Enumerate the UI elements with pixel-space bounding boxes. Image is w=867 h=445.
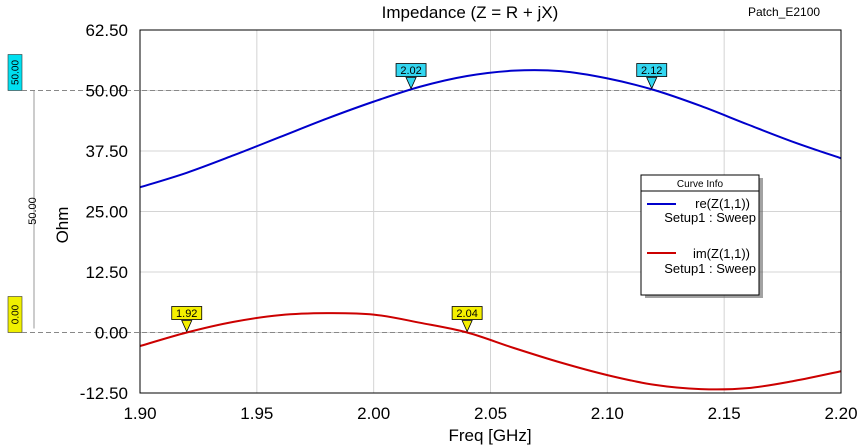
- marker-pointer: [646, 77, 658, 90]
- x-tick-label: 2.05: [474, 404, 507, 423]
- marker-2.12: 2.12: [636, 63, 668, 90]
- legend: Curve Info re(Z(1,1)) Setup1 : Sweep im(…: [640, 174, 763, 298]
- marker-pointer: [461, 320, 473, 333]
- x-tick-label: 2.20: [824, 404, 857, 423]
- legend-title: Curve Info: [677, 179, 724, 190]
- legend-entry-re: re(Z(1,1)): [695, 196, 750, 211]
- reference-line-labels: 50.00 0.00: [7, 54, 35, 333]
- y-axis-label: Ohm: [53, 207, 72, 244]
- chart-title: Impedance (Z = R + jX): [382, 3, 559, 22]
- x-tick-labels: 1.90 1.95 2.00 2.05 2.10 2.15 2.20: [123, 404, 857, 423]
- y-tick-label: 37.50: [85, 142, 128, 161]
- y-tick-label: 12.50: [85, 263, 128, 282]
- reference-label: 50.00: [11, 60, 22, 85]
- marker-1.92: 1.92: [171, 306, 203, 333]
- marker-label: 2.12: [641, 65, 662, 77]
- series-line-re: [139, 69, 842, 189]
- marker-2.04: 2.04: [451, 306, 483, 333]
- marker-2.02: 2.02: [395, 63, 427, 90]
- x-tick-label: 1.90: [123, 404, 156, 423]
- marker-label: 2.02: [400, 65, 421, 77]
- y-tick-label: -12.50: [80, 384, 128, 403]
- y-tick-label: 50.00: [85, 82, 128, 101]
- y-tick-label: 62.50: [85, 21, 128, 40]
- legend-entry-re-sub: Setup1 : Sweep: [664, 210, 756, 225]
- data-markers: 2.02 2.12 1.92 2.04: [171, 63, 668, 333]
- marker-label: 2.04: [456, 308, 477, 320]
- marker-pointer: [405, 77, 417, 90]
- x-axis-label: Freq [GHz]: [448, 426, 531, 445]
- plot-frame: [139, 29, 842, 394]
- reference-label: 0.00: [11, 304, 22, 324]
- reference-label-box: [7, 54, 23, 91]
- reference-label-box: [7, 296, 23, 333]
- x-tick-label: 2.10: [591, 404, 624, 423]
- marker-label-box: [636, 63, 668, 77]
- project-label: Patch_E2100: [748, 5, 820, 19]
- reference-span-label: 50.00: [27, 197, 39, 225]
- legend-box: [640, 174, 760, 296]
- marker-label: 1.92: [176, 308, 197, 320]
- x-tick-label: 2.15: [708, 404, 741, 423]
- x-tick-label: 2.00: [357, 404, 390, 423]
- series-lines: [139, 69, 842, 391]
- marker-label-box: [171, 306, 203, 320]
- series-line-im: [139, 312, 842, 391]
- marker-label-box: [451, 306, 483, 320]
- reference-lines: [22, 90, 841, 333]
- marker-pointer: [181, 320, 193, 333]
- y-tick-labels: -12.50 0.00 12.50 25.00 37.50 50.00 62.50: [80, 21, 128, 403]
- y-tick-label: 25.00: [85, 203, 128, 222]
- x-tick-label: 1.95: [240, 404, 273, 423]
- legend-entry-im-sub: Setup1 : Sweep: [664, 261, 756, 276]
- legend-entry-im: im(Z(1,1)): [693, 246, 750, 261]
- marker-label-box: [395, 63, 427, 77]
- y-tick-label: 0.00: [95, 324, 128, 343]
